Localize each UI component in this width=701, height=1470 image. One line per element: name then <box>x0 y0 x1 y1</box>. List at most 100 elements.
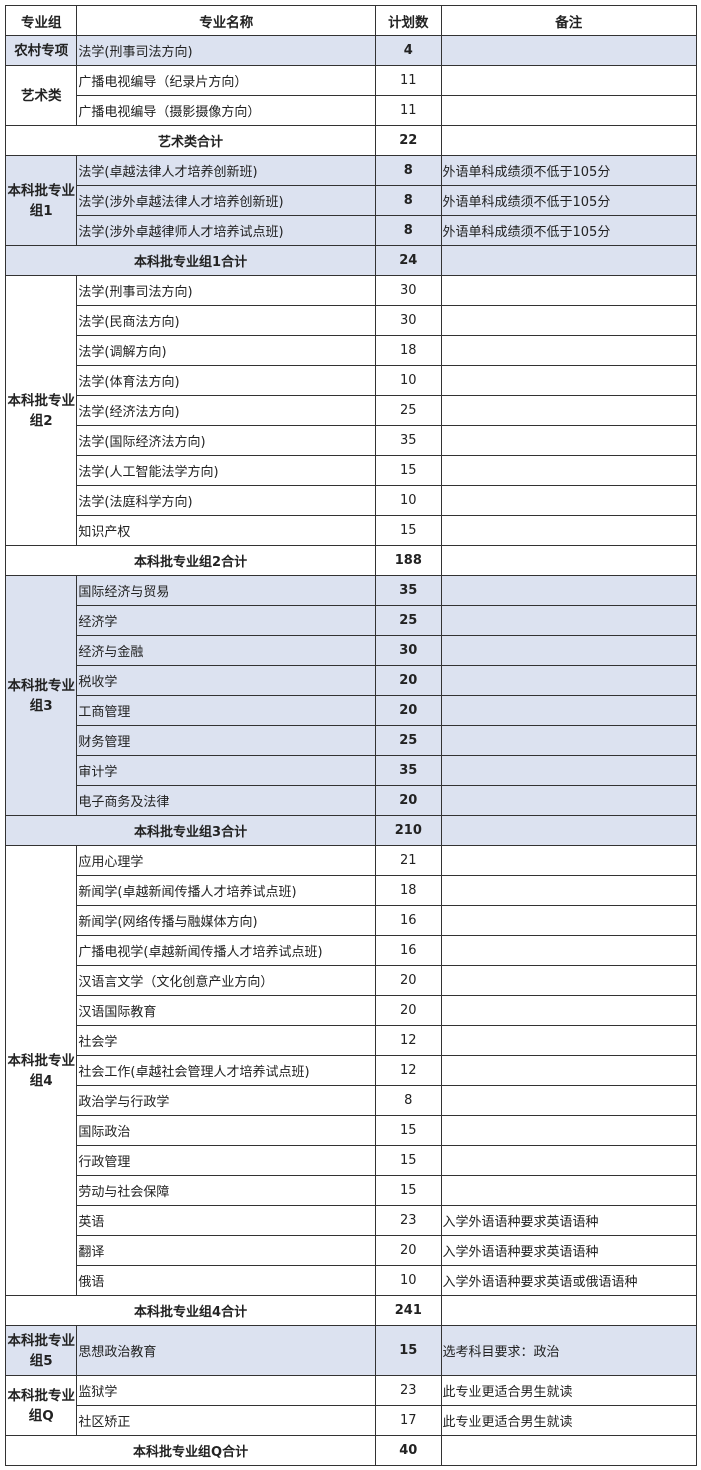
group-label: 农村专项 <box>4 35 78 66</box>
major-name: 财务管理 <box>76 725 377 756</box>
header-group: 专业组 <box>4 5 78 36</box>
subtotal-label: 本科批专业组3合计 <box>4 815 377 846</box>
remark: 外语单科成绩须不低于105分 <box>440 185 697 216</box>
remark <box>440 1145 697 1176</box>
table-row: 汉语言文学（文化创意产业方向） 20 <box>6 965 697 996</box>
group-label: 本科批专业组5 <box>4 1325 78 1376</box>
plan-count: 16 <box>375 935 442 966</box>
remark: 外语单科成绩须不低于105分 <box>440 215 697 246</box>
plan-count: 30 <box>375 305 442 336</box>
remark: 入学外语语种要求英语或俄语语种 <box>440 1265 697 1296</box>
group-label: 本科批专业组1 <box>4 155 78 246</box>
plan-count: 20 <box>375 695 442 726</box>
group-label: 本科批专业组3 <box>4 575 78 816</box>
table-row: 本科批专业组Q 监狱学 23 此专业更适合男生就读 <box>4 1375 697 1436</box>
major-name: 法学(经济法方向) <box>76 395 377 426</box>
major-name: 政治学与行政学 <box>76 1085 377 1116</box>
major-name: 法学(法庭科学方向) <box>76 485 377 516</box>
remark <box>440 425 697 456</box>
remark <box>440 995 697 1026</box>
table-row: 社会学 12 <box>6 1025 697 1056</box>
table-row: 审计学 35 <box>5 755 697 786</box>
remark <box>440 515 697 546</box>
table-row: 法学(涉外卓越律师人才培养试点班) 8 外语单科成绩须不低于105分 <box>5 215 697 246</box>
major-name: 法学(刑事司法方向) <box>76 275 377 306</box>
plan-count: 4 <box>375 35 442 66</box>
table-row: 法学(人工智能法学方向) 15 <box>6 455 697 486</box>
table-row: 法学(民商法方向) 30 <box>6 305 697 336</box>
plan-count: 15 <box>375 455 442 486</box>
major-name: 俄语 <box>76 1265 377 1296</box>
subtotal-count: 241 <box>375 1295 442 1326</box>
remark <box>440 935 697 966</box>
table-row: 税收学 20 <box>5 665 697 696</box>
subtotal-remark <box>440 125 697 156</box>
plan-count: 17 <box>375 1405 442 1436</box>
plan-count: 11 <box>375 95 442 126</box>
remark <box>440 1055 697 1086</box>
plan-count: 35 <box>375 755 442 786</box>
major-name: 翻译 <box>76 1235 377 1266</box>
plan-count: 20 <box>375 995 442 1026</box>
table-row: 法学(调解方向) 18 <box>6 335 697 366</box>
plan-count: 8 <box>375 155 442 186</box>
table-row: 社会工作(卓越社会管理人才培养试点班) 12 <box>6 1055 697 1086</box>
table-row: 社区矫正 17 此专业更适合男生就读 <box>6 1405 697 1436</box>
header-row: 专业组 专业名称 计划数 备注 <box>4 5 697 36</box>
group-label: 艺术类 <box>4 65 78 126</box>
major-name: 经济学 <box>76 605 377 636</box>
remark: 选考科目要求：政治 <box>440 1325 697 1376</box>
plan-count: 20 <box>375 785 442 816</box>
plan-count: 23 <box>375 1375 442 1406</box>
table-row: 电子商务及法律 20 <box>5 785 697 816</box>
table-body: 农村专项 法学(刑事司法方向) 4 艺术类 广播电视编导（纪录片方向） 11 广播电视编导（… <box>4 35 697 1466</box>
remark <box>440 275 697 306</box>
remark: 入学外语语种要求英语语种 <box>440 1235 697 1266</box>
plan-count: 8 <box>375 185 442 216</box>
major-name: 审计学 <box>76 755 377 786</box>
subtotal-count: 24 <box>375 245 442 276</box>
table-row: 汉语国际教育 20 <box>6 995 697 1026</box>
remark <box>440 575 697 606</box>
plan-count: 15 <box>375 1325 442 1376</box>
remark <box>440 395 697 426</box>
subtotal-remark <box>440 245 697 276</box>
subtotal-count: 210 <box>375 815 442 846</box>
remark <box>440 65 697 96</box>
subtotal-row: 本科批专业组Q合计 40 <box>4 1435 697 1466</box>
major-name: 税收学 <box>76 665 377 696</box>
subtotal-count: 40 <box>375 1435 442 1466</box>
plan-count: 12 <box>375 1055 442 1086</box>
table-row: 本科批专业组1 法学(卓越法律人才培养创新班) 8 外语单科成绩须不低于105分 <box>4 155 697 246</box>
subtotal-remark <box>440 1295 697 1326</box>
table-row: 知识产权 15 <box>6 515 697 546</box>
table-row: 政治学与行政学 8 <box>6 1085 697 1116</box>
table-row: 艺术类 广播电视编导（纪录片方向） 11 <box>4 65 697 126</box>
table-row: 俄语 10 入学外语语种要求英语或俄语语种 <box>6 1265 697 1296</box>
plan-count: 30 <box>375 275 442 306</box>
plan-count: 15 <box>375 515 442 546</box>
plan-count: 18 <box>375 335 442 366</box>
table-row: 翻译 20 入学外语语种要求英语语种 <box>6 1235 697 1266</box>
major-name: 法学(民商法方向) <box>76 305 377 336</box>
major-name: 社区矫正 <box>76 1405 377 1436</box>
major-name: 经济与金融 <box>76 635 377 666</box>
table-row: 本科批专业组4 应用心理学 21 <box>4 845 697 1296</box>
table-row: 国际政治 15 <box>6 1115 697 1146</box>
plan-count: 25 <box>375 725 442 756</box>
plan-count: 20 <box>375 1235 442 1266</box>
remark <box>440 725 697 756</box>
remark: 此专业更适合男生就读 <box>440 1375 697 1406</box>
enrollment-plan-table: 专业组 专业名称 计划数 备注 农村专项法学(刑事司法方向) 4 艺术类 广播电视编导… <box>4 5 697 1466</box>
group-label: 本科批专业组4 <box>4 845 78 1296</box>
subtotal-label: 本科批专业组4合计 <box>4 1295 377 1326</box>
group-label: 本科批专业组Q <box>4 1375 78 1436</box>
remark <box>440 1085 697 1116</box>
major-name: 法学(国际经济法方向) <box>76 425 377 456</box>
plan-count: 15 <box>375 1145 442 1176</box>
major-name: 广播电视学(卓越新闻传播人才培养试点班) <box>76 935 377 966</box>
plan-count: 12 <box>375 1025 442 1056</box>
remark <box>440 785 697 816</box>
remark <box>440 1175 697 1206</box>
remark <box>440 635 697 666</box>
